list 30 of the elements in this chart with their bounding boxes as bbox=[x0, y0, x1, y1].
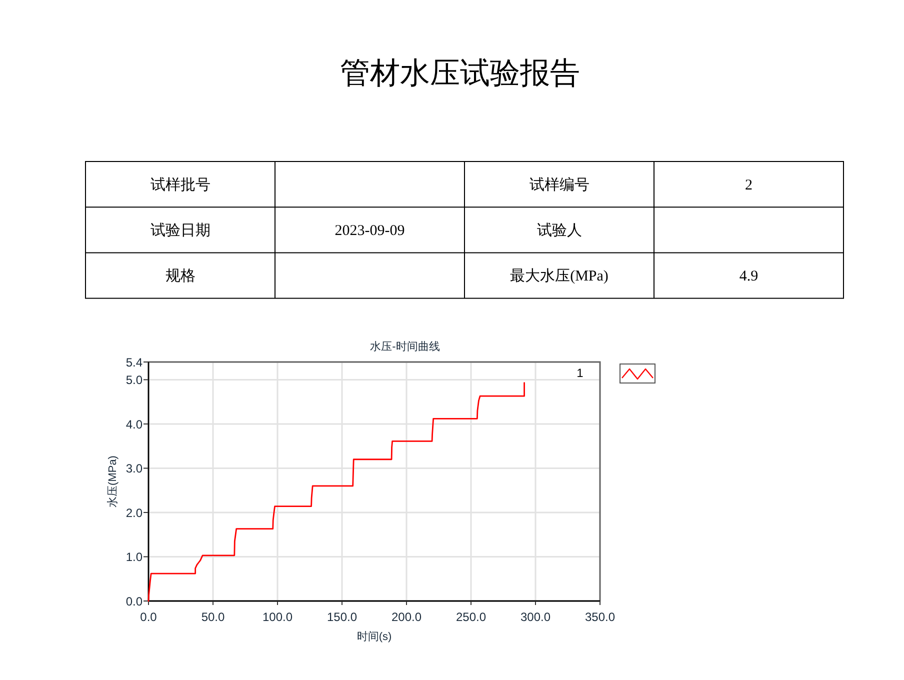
x-tick-label: 300.0 bbox=[520, 610, 551, 624]
text: 规格 bbox=[165, 268, 196, 284]
text: 4.9 bbox=[739, 268, 758, 284]
text: 试样编号 bbox=[529, 176, 590, 194]
x-tick-label: 200.0 bbox=[391, 610, 422, 624]
y-tick-label: 4.0 bbox=[126, 417, 143, 432]
x-tick-label: 100.0 bbox=[262, 610, 293, 624]
y-tick-label: 3.0 bbox=[126, 462, 143, 476]
x-tick-label: 50.0 bbox=[201, 610, 225, 624]
chart-title: 水压-时间曲线 bbox=[370, 340, 440, 353]
y-tick-label: 2.0 bbox=[126, 506, 143, 520]
y-tick-label: 1.0 bbox=[126, 550, 143, 564]
x-tick-label: 0.0 bbox=[140, 610, 158, 624]
line-series bbox=[148, 382, 525, 602]
y-axis-title: 水压(MPa) bbox=[106, 456, 119, 508]
text: 2 bbox=[745, 177, 752, 194]
y-tick-label: 5.0 bbox=[126, 373, 143, 388]
x-axis-title: 时间(s) bbox=[356, 630, 392, 643]
text: 试验人 bbox=[536, 222, 582, 239]
x-tick-label: 250.0 bbox=[456, 610, 486, 624]
text: 最大水压(MPa) bbox=[510, 268, 608, 284]
y-tick-label: 5.4 bbox=[126, 356, 143, 370]
text: 试验日期 bbox=[150, 222, 210, 239]
text: 1 bbox=[576, 366, 584, 380]
x-tick-label: 350.0 bbox=[584, 610, 616, 624]
text: 试样批号 bbox=[150, 176, 210, 194]
text: 2023-09-09 bbox=[334, 222, 405, 239]
text: 管材水压试验报告 bbox=[340, 57, 580, 90]
y-tick-label: 0.0 bbox=[126, 594, 143, 608]
x-tick-label: 150.0 bbox=[326, 610, 358, 624]
